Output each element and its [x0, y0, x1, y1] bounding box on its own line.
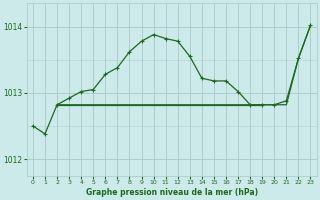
- X-axis label: Graphe pression niveau de la mer (hPa): Graphe pression niveau de la mer (hPa): [86, 188, 258, 197]
